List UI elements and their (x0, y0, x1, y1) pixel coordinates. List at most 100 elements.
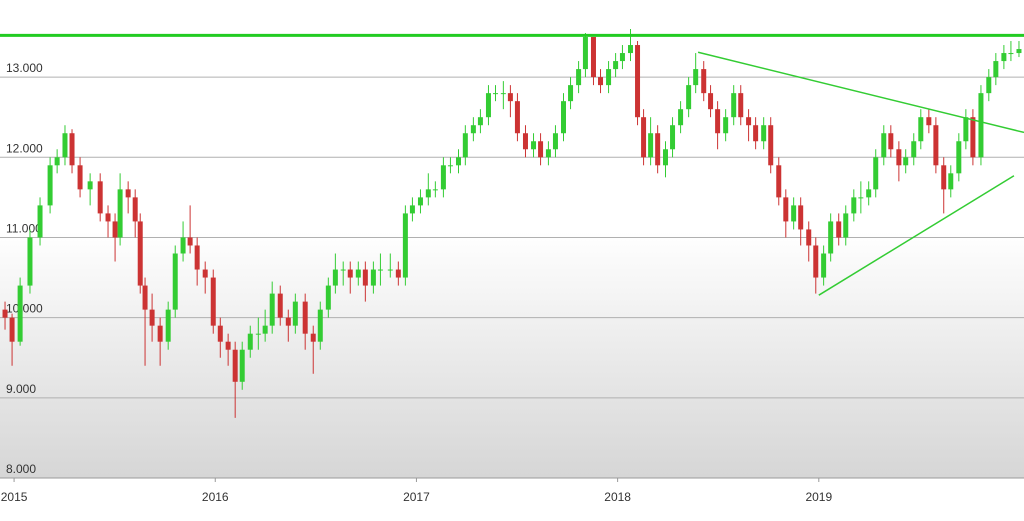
candle-body (813, 245, 819, 278)
candle-body (836, 221, 842, 238)
candle-body (828, 221, 834, 254)
candle-body (545, 149, 551, 158)
candle-body (978, 93, 984, 158)
candle-body (798, 205, 804, 230)
candle-body (142, 285, 148, 310)
candle-body (157, 325, 163, 342)
candle-body (1008, 53, 1014, 55)
candle-body (9, 317, 15, 342)
candle-body (693, 69, 699, 86)
candle-body (310, 333, 316, 342)
candle-body (317, 309, 323, 342)
candle-body (262, 325, 268, 334)
candle-body (933, 125, 939, 166)
candle-body (387, 269, 393, 271)
candle-body (970, 117, 976, 158)
candle-body (568, 85, 574, 102)
candle-body (117, 189, 123, 238)
candle-body (686, 85, 692, 110)
candle-body (948, 173, 954, 190)
candle-body (149, 309, 155, 326)
x-tick-label: 2017 (403, 490, 430, 504)
candle-body (761, 125, 767, 142)
candle-body (619, 53, 625, 62)
candle-body (340, 269, 346, 271)
candle-body (627, 45, 633, 54)
candle-body (210, 277, 216, 326)
candle-body (485, 93, 491, 118)
candle-body (402, 213, 408, 278)
candle-body (27, 237, 33, 286)
candle-body (821, 253, 827, 278)
candle-body (648, 133, 654, 158)
candle-body (362, 269, 368, 286)
candle-body (598, 77, 604, 86)
candle-body (325, 285, 331, 310)
plot-background (0, 29, 1024, 478)
candle-body (1016, 49, 1022, 54)
candle-body (470, 125, 476, 134)
candle-body (239, 349, 245, 382)
candle-body (715, 109, 721, 134)
candle-body (132, 197, 138, 222)
candle-body (232, 349, 238, 382)
candle-body (105, 213, 111, 222)
candle-body (37, 205, 43, 238)
candle-body (332, 269, 338, 286)
candle-body (590, 37, 596, 78)
candle-body (768, 125, 774, 166)
y-tick-label: 10.000 (6, 302, 43, 316)
candle-body (723, 117, 729, 134)
candle-body (1001, 53, 1007, 62)
candle-body (522, 133, 528, 150)
candle-body (493, 93, 499, 95)
candle-body (355, 269, 361, 278)
candle-body (417, 197, 423, 206)
candle-body (165, 309, 171, 342)
x-tick-label: 2018 (604, 490, 631, 504)
candle-body (881, 133, 887, 158)
candle-body (500, 93, 506, 95)
candle-body (993, 61, 999, 78)
candle-body (731, 93, 737, 118)
candle-body (911, 141, 917, 158)
candle-body (662, 149, 668, 166)
candle-body (613, 61, 619, 70)
candle-body (447, 165, 453, 167)
candle-body (866, 189, 872, 198)
candle-body (635, 45, 641, 118)
candle-body (896, 149, 902, 166)
candle-body (302, 301, 308, 334)
y-tick-label: 12.000 (6, 141, 43, 155)
candle-body (69, 133, 75, 166)
candle-body (477, 117, 483, 126)
y-tick-label: 9.000 (6, 382, 36, 396)
candle-body (395, 269, 401, 278)
candle-body (678, 109, 684, 126)
candle-body (180, 237, 186, 254)
candle-body (112, 221, 118, 238)
candle-body (918, 117, 924, 142)
candle-body (791, 205, 797, 222)
x-tick-label: 2019 (805, 490, 832, 504)
candle-body (137, 221, 143, 286)
candle-body (963, 117, 969, 142)
candle-body (347, 269, 353, 278)
candle-body (655, 133, 661, 166)
candle-body (843, 213, 849, 238)
candle-body (54, 157, 60, 166)
candle-body (986, 77, 992, 94)
candle-body (858, 197, 864, 199)
candle-body (440, 165, 446, 190)
candle-body (507, 93, 513, 102)
candle-body (409, 205, 415, 214)
candle-body (247, 333, 253, 350)
x-tick-label: 2016 (202, 490, 229, 504)
candle-body (888, 133, 894, 150)
candle-body (87, 181, 93, 190)
y-tick-label: 8.000 (6, 462, 36, 476)
candle-body (2, 309, 8, 318)
candle-body (455, 157, 461, 166)
candle-body (62, 133, 68, 158)
